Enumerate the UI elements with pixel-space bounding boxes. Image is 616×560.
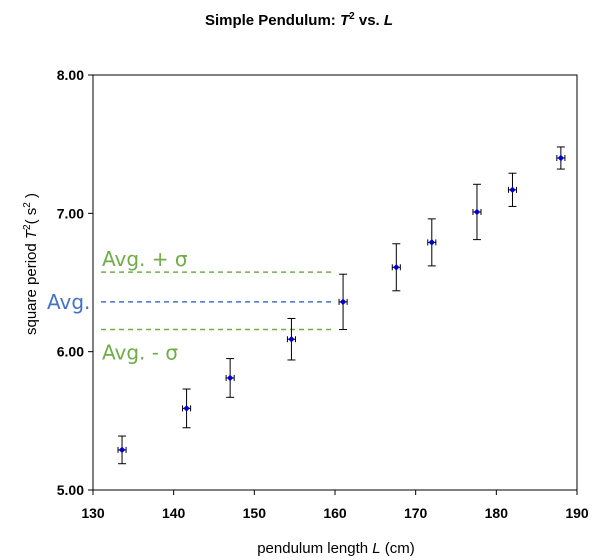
- title-sup: 2: [349, 11, 355, 22]
- data-points: [117, 146, 566, 465]
- x-tick-label: 170: [404, 505, 428, 521]
- x-tick-label: 140: [162, 505, 186, 521]
- data-point: [182, 388, 192, 429]
- y-axis-title-sup: 2: [22, 224, 33, 230]
- point-marker: [339, 298, 347, 306]
- title-mid: vs.: [355, 12, 384, 29]
- point-marker: [226, 374, 234, 382]
- data-point: [286, 317, 296, 361]
- avg-label: Avg.: [47, 290, 90, 314]
- title-var-t: T: [340, 12, 351, 29]
- point-marker: [393, 264, 400, 271]
- x-axis-title: pendulum length L (cm): [257, 540, 415, 557]
- x-tick-label: 190: [565, 505, 589, 521]
- y-axis: 5.00 6.00 7.00 8.00: [57, 67, 93, 498]
- data-point: [225, 358, 235, 398]
- x-tick-label: 150: [243, 505, 267, 521]
- x-axis-title-var: L: [372, 540, 380, 557]
- avg-minus-sigma-label: Avg. - σ: [102, 341, 178, 365]
- point-marker: [473, 208, 481, 216]
- point-marker: [428, 239, 435, 246]
- y-tick-label: 8.00: [57, 67, 84, 83]
- x-tick-label: 180: [485, 505, 509, 521]
- point-marker: [557, 154, 565, 162]
- data-point: [338, 273, 348, 331]
- plot-frame: [92, 74, 578, 491]
- data-point: [507, 172, 517, 207]
- point-marker: [509, 186, 516, 194]
- y-axis-title-var: T: [23, 228, 40, 239]
- title-var-l: L: [384, 12, 393, 29]
- x-tick-label: 130: [81, 505, 105, 521]
- data-point: [427, 218, 437, 267]
- y-axis-title-unit-sup: 2: [22, 202, 33, 208]
- chart-title: Simple Pendulum: T2 vs. L: [205, 11, 393, 29]
- data-point: [472, 183, 482, 241]
- point-marker: [118, 446, 126, 454]
- x-tick-label: 160: [323, 505, 347, 521]
- y-tick-label: 7.00: [57, 205, 84, 221]
- y-tick-label: 6.00: [57, 344, 84, 360]
- data-point: [117, 435, 127, 465]
- x-axis-title-prefix: pendulum length: [257, 540, 372, 557]
- title-main: Simple Pendulum:: [205, 12, 340, 29]
- x-axis-title-suffix: (cm): [381, 540, 415, 557]
- y-axis-title-close: ): [23, 193, 40, 202]
- y-axis-title-open: ( s: [23, 208, 40, 225]
- y-axis-title-prefix: square period: [23, 239, 40, 335]
- y-tick-label: 5.00: [57, 482, 84, 498]
- reference-lines: Avg. + σ Avg. Avg. - σ: [47, 247, 335, 365]
- data-point: [391, 243, 401, 292]
- x-axis: 130 140 150 160 170 180 190: [81, 490, 589, 521]
- point-marker: [183, 405, 190, 412]
- data-point: [556, 146, 566, 170]
- y-axis-title: square period T2( s2 ): [22, 193, 40, 335]
- avg-plus-sigma-label: Avg. + σ: [102, 247, 188, 271]
- point-marker: [288, 336, 295, 343]
